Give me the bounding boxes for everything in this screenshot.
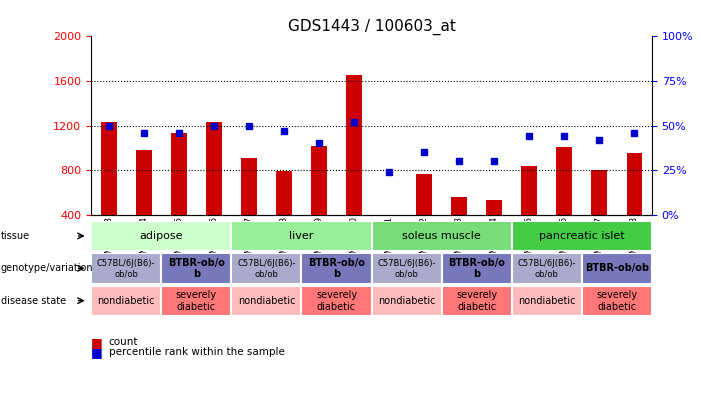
Bar	[512, 286, 582, 316]
Text: C57BL/6J(B6)-
ob/ob: C57BL/6J(B6)- ob/ob	[237, 259, 296, 278]
Text: disease state: disease state	[1, 296, 66, 306]
Text: ■: ■	[91, 336, 103, 349]
Text: BTBR-ob/o
b: BTBR-ob/o b	[168, 258, 225, 279]
Bar	[442, 286, 512, 316]
Text: severely
diabetic: severely diabetic	[456, 290, 497, 311]
Bar	[442, 253, 512, 284]
Text: percentile rank within the sample: percentile rank within the sample	[109, 347, 285, 357]
Bar	[241, 158, 257, 215]
Bar	[206, 122, 222, 215]
Text: count: count	[109, 337, 138, 347]
Bar	[582, 253, 652, 284]
Bar	[346, 75, 362, 215]
Bar	[101, 122, 116, 215]
Bar	[381, 215, 397, 216]
Bar	[512, 253, 582, 284]
Text: nondiabetic: nondiabetic	[238, 296, 295, 306]
Text: C57BL/6J(B6)-
ob/ob: C57BL/6J(B6)- ob/ob	[377, 259, 436, 278]
Bar	[512, 221, 652, 251]
Text: genotype/variation: genotype/variation	[1, 263, 93, 273]
Bar	[231, 253, 301, 284]
Bar	[91, 221, 231, 251]
Bar	[91, 253, 161, 284]
Bar	[522, 166, 537, 215]
Bar	[372, 221, 512, 251]
Bar	[171, 133, 186, 215]
Text: nondiabetic: nondiabetic	[518, 296, 576, 306]
Bar	[161, 253, 231, 284]
Text: nondiabetic: nondiabetic	[97, 296, 155, 306]
Text: ■: ■	[91, 346, 103, 359]
Text: severely
diabetic: severely diabetic	[176, 290, 217, 311]
Bar	[372, 253, 442, 284]
Bar	[311, 146, 327, 215]
Text: BTBR-ob/o
b: BTBR-ob/o b	[448, 258, 505, 279]
Bar	[582, 286, 652, 316]
Text: severely
diabetic: severely diabetic	[316, 290, 357, 311]
Text: adipose: adipose	[139, 231, 183, 241]
Text: nondiabetic: nondiabetic	[378, 296, 435, 306]
Bar	[416, 174, 432, 215]
Bar	[136, 150, 151, 215]
Bar	[276, 171, 292, 215]
Text: severely
diabetic: severely diabetic	[597, 290, 637, 311]
Bar	[372, 286, 442, 316]
Text: C57BL/6J(B6)-
ob/ob: C57BL/6J(B6)- ob/ob	[517, 259, 576, 278]
Bar	[91, 286, 161, 316]
Text: tissue: tissue	[1, 231, 30, 241]
Bar	[592, 170, 607, 215]
Bar	[231, 286, 301, 316]
Title: GDS1443 / 100603_at: GDS1443 / 100603_at	[287, 19, 456, 35]
Text: BTBR-ob/o
b: BTBR-ob/o b	[308, 258, 365, 279]
Bar	[627, 153, 642, 215]
Bar	[486, 200, 502, 215]
Bar	[161, 286, 231, 316]
Bar	[301, 286, 372, 316]
Text: soleus muscle: soleus muscle	[402, 231, 481, 241]
Text: BTBR-ob/ob: BTBR-ob/ob	[585, 263, 649, 273]
Bar	[557, 147, 572, 215]
Bar	[301, 253, 372, 284]
Bar	[451, 197, 467, 215]
Text: liver: liver	[290, 231, 313, 241]
Bar	[231, 221, 372, 251]
Text: C57BL/6J(B6)-
ob/ob: C57BL/6J(B6)- ob/ob	[97, 259, 156, 278]
Text: pancreatic islet: pancreatic islet	[539, 231, 625, 241]
